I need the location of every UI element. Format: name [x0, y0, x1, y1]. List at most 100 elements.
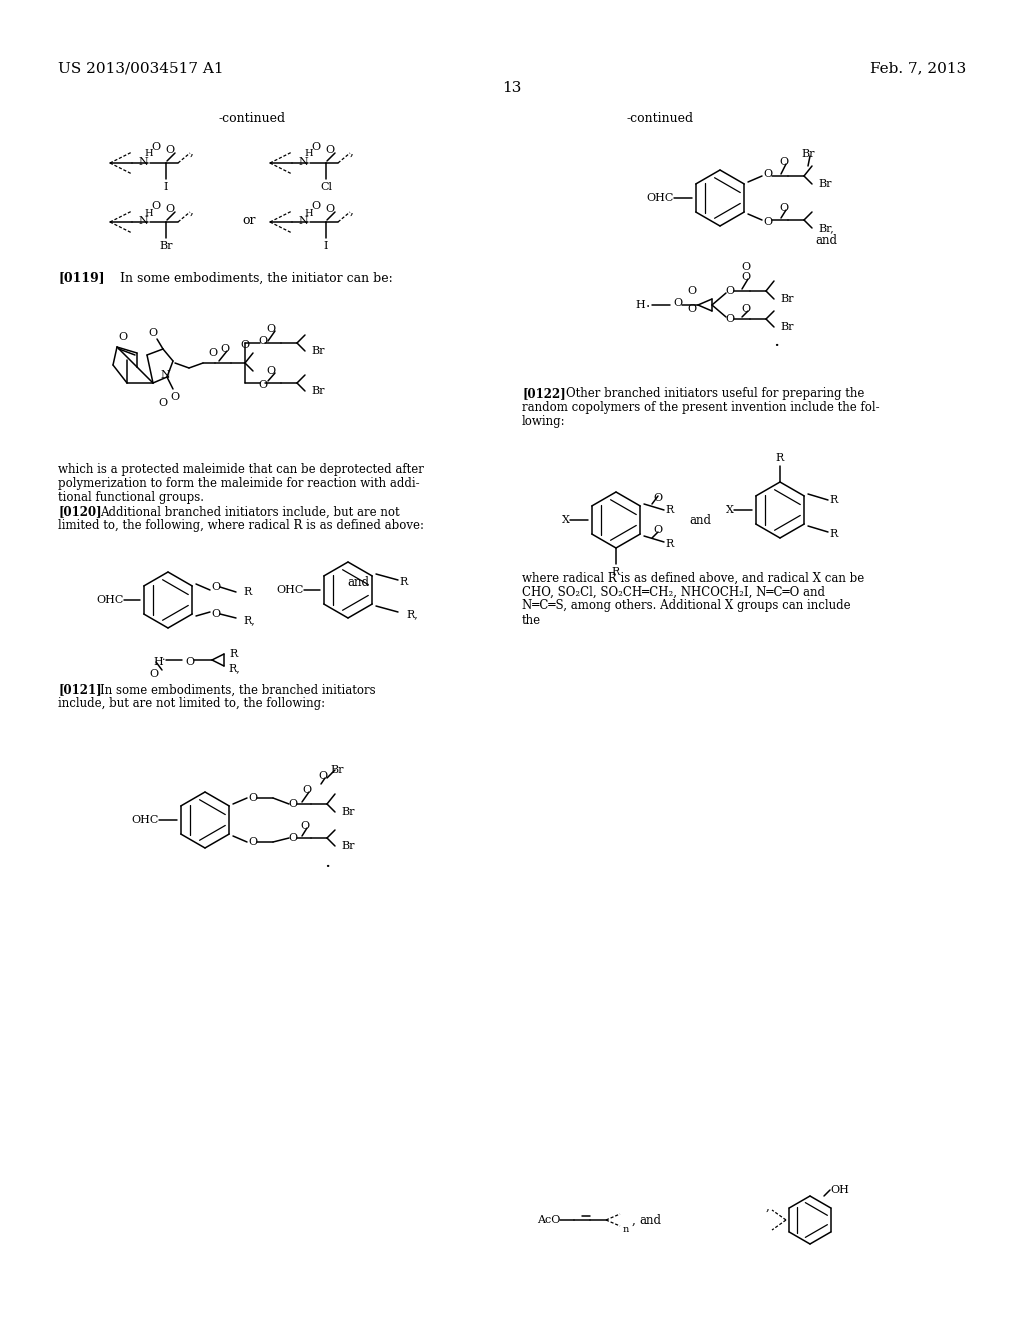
Text: lowing:: lowing: [522, 416, 565, 429]
Text: O: O [674, 298, 683, 308]
Text: O: O [211, 609, 220, 619]
Text: Br: Br [160, 242, 173, 251]
Text: Br: Br [331, 766, 344, 775]
Text: ,: , [190, 144, 194, 157]
Text: O: O [249, 793, 258, 803]
Text: R,: R, [228, 663, 240, 673]
Text: O: O [119, 333, 128, 342]
Text: O: O [258, 380, 267, 389]
Text: Feb. 7, 2013: Feb. 7, 2013 [870, 61, 967, 75]
Text: ,: , [350, 203, 354, 216]
Text: Additional branched initiators include, but are not: Additional branched initiators include, … [100, 506, 399, 519]
Text: N═C═S, among others. Additional X groups can include: N═C═S, among others. Additional X groups… [522, 599, 851, 612]
Text: .: . [773, 333, 779, 350]
Text: R: R [829, 529, 838, 539]
Text: O: O [150, 669, 159, 678]
Text: and: and [689, 513, 711, 527]
Text: Br: Br [341, 807, 354, 817]
Text: AcO: AcO [537, 1214, 560, 1225]
Text: O: O [725, 286, 734, 296]
Text: O: O [148, 327, 158, 338]
Text: OH: OH [830, 1185, 849, 1195]
Text: CHO, SO₂Cl, SO₂CH═CH₂, NHCOCH₂I, N═C═O and: CHO, SO₂Cl, SO₂CH═CH₂, NHCOCH₂I, N═C═O a… [522, 586, 825, 598]
Text: OHC: OHC [132, 814, 159, 825]
Text: n: n [623, 1225, 629, 1234]
Text: O: O [687, 304, 696, 314]
Text: R,: R, [243, 615, 255, 624]
Text: ,: , [350, 144, 354, 157]
Text: Br: Br [311, 385, 325, 396]
Text: Other branched initiators useful for preparing the: Other branched initiators useful for pre… [566, 388, 864, 400]
Text: ,: , [632, 1213, 636, 1226]
Text: O: O [741, 272, 751, 282]
Text: X: X [562, 515, 570, 525]
Text: polymerization to form the maleimide for reaction with addi-: polymerization to form the maleimide for… [58, 478, 420, 491]
Text: O: O [266, 323, 275, 334]
Text: O: O [289, 833, 298, 843]
Text: O: O [326, 145, 335, 154]
Text: include, but are not limited to, the following:: include, but are not limited to, the fol… [58, 697, 326, 710]
Text: H: H [144, 209, 154, 218]
Text: H: H [305, 209, 313, 218]
Text: which is a protected maleimide that can be deprotected after: which is a protected maleimide that can … [58, 463, 424, 477]
Text: US 2013/0034517 A1: US 2013/0034517 A1 [58, 61, 223, 75]
Text: ,: , [190, 203, 194, 216]
Text: ,: , [766, 1200, 770, 1213]
Text: O: O [289, 799, 298, 809]
Text: O: O [318, 771, 328, 781]
Text: O: O [209, 348, 217, 358]
Text: random copolymers of the present invention include the fol-: random copolymers of the present inventi… [522, 401, 880, 414]
Text: Br: Br [801, 149, 815, 158]
Text: O: O [741, 261, 751, 272]
Text: O: O [302, 785, 311, 795]
Text: and: and [815, 234, 837, 247]
Text: Br: Br [311, 346, 325, 356]
Text: O: O [311, 143, 321, 152]
Text: and: and [639, 1213, 662, 1226]
Text: In some embodiments, the initiator can be:: In some embodiments, the initiator can b… [120, 272, 393, 285]
Text: X: X [726, 506, 734, 515]
Text: O: O [220, 345, 229, 354]
Text: Cl: Cl [319, 182, 332, 191]
Text: Br: Br [818, 180, 831, 189]
Text: O: O [249, 837, 258, 847]
Text: N: N [298, 216, 308, 226]
Text: where radical R is as defined above, and radical X can be: where radical R is as defined above, and… [522, 572, 864, 585]
Text: R: R [829, 495, 838, 506]
Text: H: H [154, 657, 163, 667]
Text: N: N [298, 157, 308, 168]
Text: N: N [160, 370, 170, 380]
Text: [0119]: [0119] [58, 272, 104, 285]
Text: R: R [400, 577, 409, 587]
Text: O: O [779, 203, 788, 213]
Text: OHC: OHC [276, 585, 304, 595]
Text: O: O [258, 337, 267, 346]
Text: [0120]: [0120] [58, 506, 101, 519]
Text: O: O [152, 201, 161, 211]
Text: H: H [305, 149, 313, 158]
Text: I: I [324, 242, 329, 251]
Text: the: the [522, 614, 541, 627]
Text: N: N [138, 157, 147, 168]
Text: R,: R, [406, 609, 418, 619]
Text: O: O [779, 157, 788, 168]
Text: tional functional groups.: tional functional groups. [58, 491, 204, 504]
Text: O: O [170, 392, 179, 403]
Text: or: or [243, 214, 256, 227]
Text: N: N [138, 216, 147, 226]
Text: .: . [646, 296, 650, 310]
Text: [0121]: [0121] [58, 684, 101, 697]
Text: Br,: Br, [818, 223, 834, 234]
Text: O: O [764, 216, 772, 227]
Text: Br: Br [341, 841, 354, 851]
Text: OHC: OHC [646, 193, 674, 203]
Text: 13: 13 [503, 81, 521, 95]
Text: [0122]: [0122] [522, 388, 565, 400]
Text: H: H [144, 149, 154, 158]
Text: O: O [741, 304, 751, 314]
Text: limited to, the following, where radical R is as defined above:: limited to, the following, where radical… [58, 520, 424, 532]
Text: O: O [166, 205, 174, 214]
Text: .: . [324, 853, 330, 871]
Text: In some embodiments, the branched initiators: In some embodiments, the branched initia… [100, 684, 376, 697]
Text: -continued: -continued [627, 111, 693, 124]
